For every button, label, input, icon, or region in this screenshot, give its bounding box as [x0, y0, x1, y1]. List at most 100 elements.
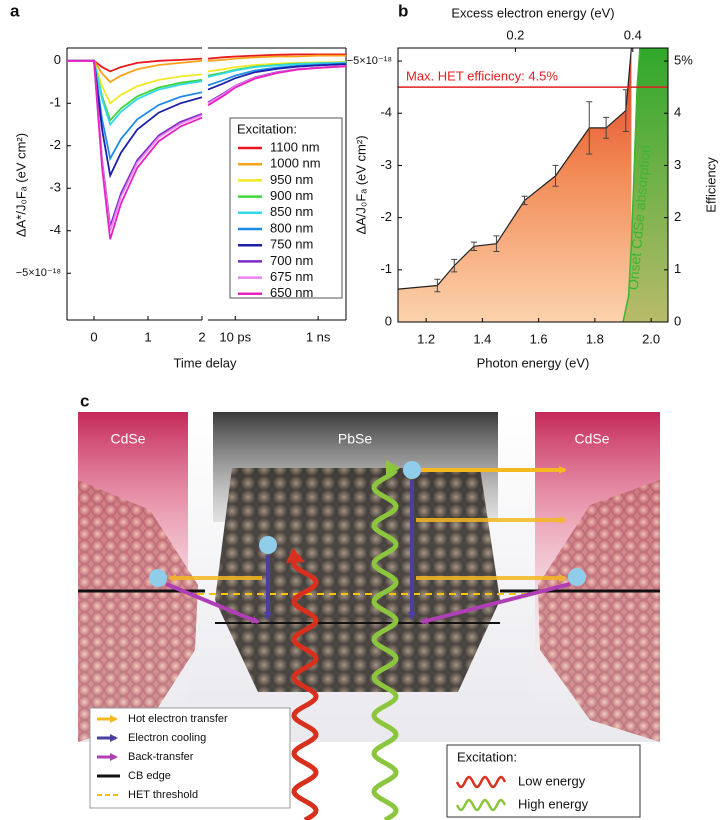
x2-tick-label: 0.4	[624, 27, 642, 42]
electron	[149, 569, 167, 587]
legend-label: CB edge	[128, 770, 171, 782]
error-bar	[470, 241, 477, 251]
y-tick-label: -1	[49, 95, 61, 110]
y2-tick-label: 0	[674, 313, 681, 328]
legend-title: Excitation:	[237, 121, 297, 136]
legend-label: Low energy	[518, 773, 586, 788]
wave	[371, 468, 399, 820]
area-fill	[398, 48, 632, 322]
data-line	[67, 59, 203, 232]
error-bar	[552, 164, 559, 187]
y-tick-label: -4	[49, 222, 61, 237]
legend-label: Hot electron transfer	[128, 713, 228, 725]
x-tick-label: 2.0	[642, 331, 660, 346]
x-tick-label: 1.4	[473, 331, 491, 346]
data-line	[207, 54, 346, 62]
y-tick-label: -3	[49, 180, 61, 195]
cdse-crystal	[538, 480, 660, 742]
legend-title: Excitation:	[457, 749, 517, 764]
legend-label: Electron cooling	[128, 732, 206, 744]
x-tick-label: 2	[198, 329, 205, 344]
data-line	[622, 47, 641, 323]
x-axis-label: Photon energy (eV)	[477, 355, 590, 370]
data-line	[67, 59, 203, 179]
error-bar	[622, 89, 629, 133]
y-axis-label: ΔA/J₀Fₐ (eV cm²)	[353, 135, 368, 234]
wave-head	[286, 548, 305, 563]
material-label: PbSe	[338, 431, 372, 447]
legend-label: 850 nm	[270, 204, 313, 219]
legend-label: 1000 nm	[270, 156, 321, 171]
data-line	[67, 59, 203, 127]
y-tick-label: −5×10⁻¹⁸	[347, 55, 392, 67]
legend-label: 1100 nm	[270, 139, 320, 154]
x-tick-label: 1.2	[417, 331, 435, 346]
area-fill	[623, 48, 668, 322]
error-bar	[451, 258, 458, 273]
back-transfer-arrow	[165, 582, 260, 624]
legend-box	[89, 707, 291, 809]
y2-tick-label: 4	[674, 105, 681, 120]
data-line	[207, 62, 347, 78]
panel-letter: a	[10, 1, 20, 20]
electron	[568, 568, 586, 586]
annotation: Max. HET efficiency: 4.5%	[406, 69, 558, 84]
data-line	[67, 59, 203, 84]
x-tick-label: 1	[144, 329, 151, 344]
error-bar	[603, 116, 610, 139]
legend-label: 675 nm	[270, 269, 313, 284]
y2-axis-label: Efficiency	[703, 157, 718, 213]
legend-label: 900 nm	[270, 188, 313, 203]
wave	[291, 558, 319, 820]
y2-tick-label: 2	[674, 209, 681, 224]
error-bar	[493, 235, 500, 253]
data-line	[67, 59, 203, 162]
y-axis-label: ΔA*/J₀Fₐ (eV cm²)	[13, 133, 28, 237]
x-tick-label: 1 ns	[306, 329, 331, 344]
wave-head	[386, 460, 400, 478]
cdse-crystal	[78, 480, 198, 742]
legend-label: 750 nm	[270, 237, 313, 252]
material-label: CdSe	[110, 431, 145, 447]
y-tick-label: 0	[385, 313, 392, 328]
data-line	[67, 59, 203, 240]
y-tick-label: -3	[380, 157, 392, 172]
legend-swatches	[455, 775, 507, 812]
pbse-crystal	[215, 468, 500, 692]
error-bar	[586, 101, 593, 155]
panel-letter: c	[80, 391, 89, 410]
legend-label: 700 nm	[270, 253, 313, 268]
y-tick-label: -4	[380, 105, 392, 120]
error-bar	[434, 278, 441, 293]
legend-label: 800 nm	[270, 220, 313, 235]
error-bar	[521, 195, 528, 206]
x2-tick-label: 0.2	[506, 27, 524, 42]
data-line	[67, 57, 203, 73]
panel-letter: b	[398, 1, 408, 20]
y-tick-label: -2	[49, 137, 61, 152]
data-line	[67, 59, 203, 227]
electron	[403, 461, 421, 479]
y-tick-label: -1	[380, 261, 392, 276]
plot-frame	[397, 47, 669, 323]
legend-label: High energy	[518, 796, 589, 811]
legend-box	[446, 744, 641, 818]
back-transfer-arrow	[420, 582, 571, 625]
x-tick-label: 1.6	[530, 331, 548, 346]
x-tick-label: 1.8	[586, 331, 604, 346]
x-tick-label: 0	[90, 329, 97, 344]
y-tick-label: 0	[54, 52, 61, 67]
wave	[455, 775, 507, 789]
data-line	[207, 63, 347, 91]
x-axis-label: Time delay	[173, 355, 237, 370]
y2-tick-label: 1	[674, 261, 681, 276]
electron	[259, 536, 277, 554]
y2-tick-label: 5%	[674, 52, 693, 67]
y-tick-label: -2	[380, 209, 392, 224]
excitation-waves	[286, 460, 400, 820]
diagram: c CdSe PbSe CdSe Hot electron transfer E…	[78, 391, 660, 820]
y-tick-label: −5×10⁻¹⁸	[16, 267, 61, 279]
legend-label: 950 nm	[270, 172, 313, 187]
x-tick-label: 10 ps	[219, 329, 251, 344]
